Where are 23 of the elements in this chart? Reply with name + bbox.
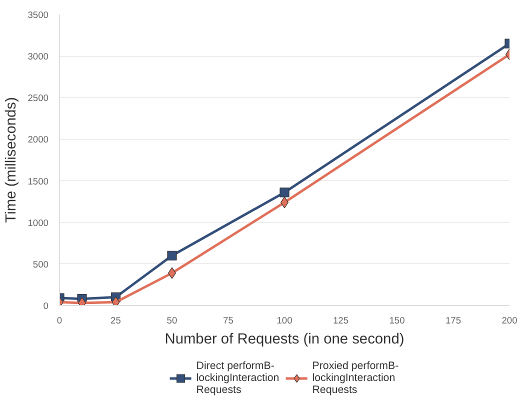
y-tick-label: 2500 xyxy=(28,93,49,104)
y-tick-label: 0 xyxy=(43,301,49,311)
x-tick-label: 150 xyxy=(389,316,405,326)
x-tick-label: 75 xyxy=(223,316,234,326)
y-tick-label: 1000 xyxy=(28,218,49,228)
x-tick-label: 25 xyxy=(110,316,121,326)
x-tick-label: 125 xyxy=(332,316,349,326)
y-tick-label: 2000 xyxy=(28,134,49,145)
y-tick-label: 1500 xyxy=(28,176,49,186)
x-tick-label: 175 xyxy=(445,316,462,326)
x-tick-label: 100 xyxy=(276,316,292,326)
x-axis-title: Number of Requests (in one second) xyxy=(164,332,404,348)
x-tick-label: 0 xyxy=(56,316,62,326)
y-tick-label: 500 xyxy=(32,259,49,270)
point xyxy=(167,250,177,260)
y-tick-label: 3500 xyxy=(28,10,49,20)
legend-label: Proxied performB- lockingInteraction Requests xyxy=(312,360,399,396)
y-axis-title: Time (milliseconds) xyxy=(4,97,20,223)
x-tick-label: 200 xyxy=(502,316,517,326)
x-tick-label: 50 xyxy=(166,316,178,326)
point xyxy=(280,188,290,198)
legend-label: Direct performB- lockingInteraction Requests xyxy=(196,360,280,396)
y-tick-label: 3000 xyxy=(28,52,49,62)
